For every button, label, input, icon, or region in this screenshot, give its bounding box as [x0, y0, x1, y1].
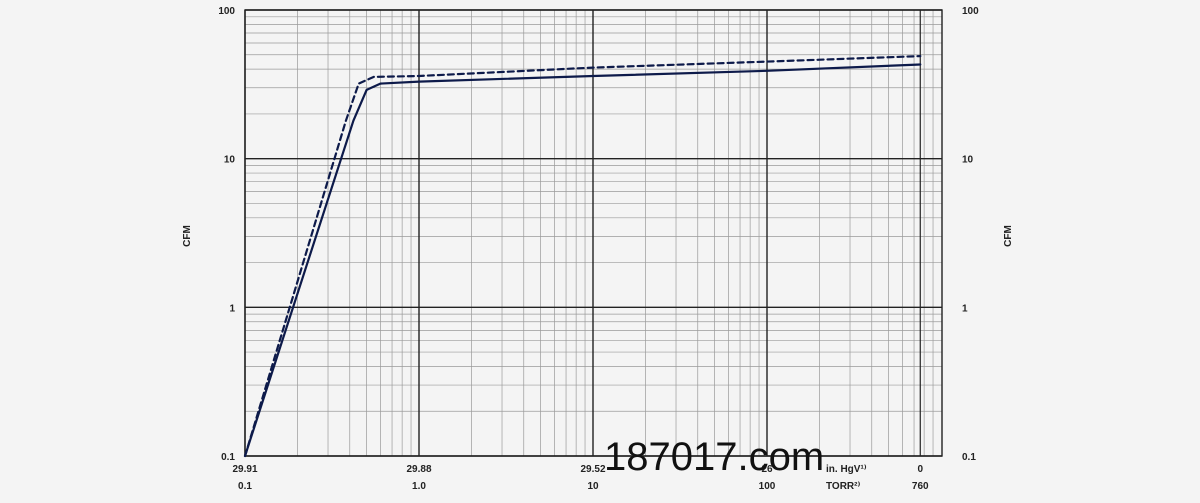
x-tick-label-top: 29.52 [580, 464, 605, 475]
y-axis-label-left: CFM [182, 225, 193, 247]
x-ticks: 29.91 0.1 29.88 1.0 29.52 10 26 100 0 760 [232, 464, 929, 492]
y-axis-label-right: CFM [1003, 225, 1014, 247]
x-tick-label-top: 0 [917, 464, 923, 475]
x-tick-label-bottom: 0.1 [238, 481, 252, 492]
x-tick-label-bottom: 10 [587, 481, 599, 492]
series-layer [243, 55, 922, 458]
x-unit-label-bottom: TORR²⁾ [826, 481, 860, 492]
series-line-dashed [243, 55, 922, 458]
x-unit-label-top: in. HgV¹⁾ [826, 464, 867, 475]
x-tick-label-top: 29.91 [232, 464, 257, 475]
x-tick-label-top: 29.88 [406, 464, 431, 475]
y-tick-label-right: 10 [962, 155, 974, 166]
y-tick-label-left: 1 [229, 303, 235, 314]
x-tick-label-top: 26 [761, 464, 773, 475]
y-tick-label-left: 10 [224, 155, 236, 166]
watermark: 187017.com [604, 435, 824, 479]
plot-frame [244, 9, 943, 457]
y-tick-label-left: 100 [218, 6, 235, 17]
series-line-solid [243, 63, 922, 458]
x-tick-label-bottom: 1.0 [412, 481, 426, 492]
y-tick-label-right: 0.1 [962, 452, 976, 463]
y-ticks-left: 100 10 1 0.1 [218, 6, 235, 463]
y-tick-label-right: 100 [962, 6, 979, 17]
y-tick-label-right: 1 [962, 303, 968, 314]
x-tick-label-bottom: 760 [912, 481, 929, 492]
y-tick-label-left: 0.1 [221, 452, 235, 463]
y-ticks-right: 100 10 1 0.1 [962, 6, 979, 463]
x-tick-label-bottom: 100 [759, 481, 776, 492]
